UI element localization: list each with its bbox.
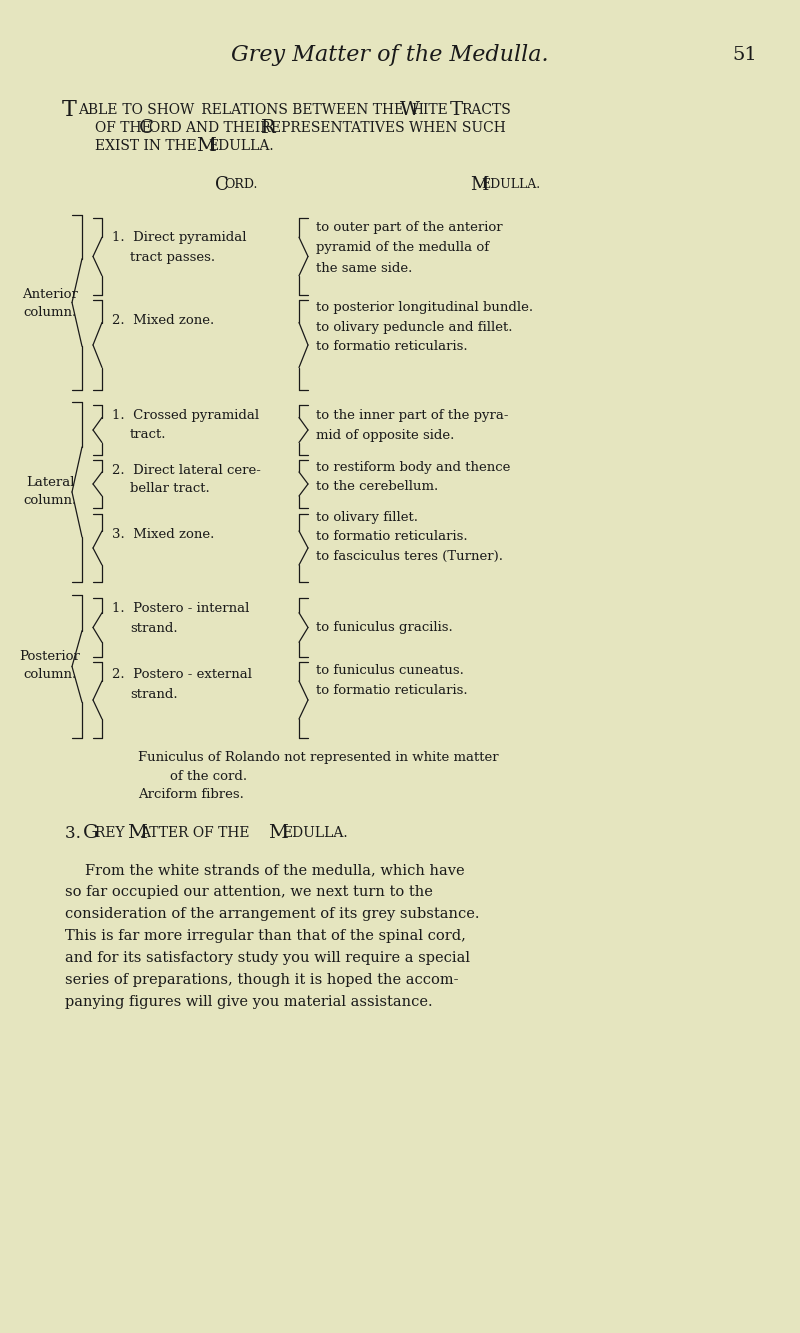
Text: M: M (268, 824, 288, 842)
Text: to posterior longitudinal bundle.: to posterior longitudinal bundle. (316, 301, 533, 315)
Text: Funiculus of Rolando not represented in white matter: Funiculus of Rolando not represented in … (138, 752, 498, 765)
Text: consideration of the arrangement of its grey substance.: consideration of the arrangement of its … (65, 906, 479, 921)
Text: tract passes.: tract passes. (130, 251, 215, 264)
Text: strand.: strand. (130, 621, 178, 635)
Text: column.: column. (23, 669, 77, 681)
Text: column.: column. (23, 495, 77, 508)
Text: column.: column. (23, 307, 77, 320)
Text: 2.  Direct lateral cere-: 2. Direct lateral cere- (112, 464, 261, 476)
Text: C: C (215, 176, 229, 195)
Text: panying figures will give you material assistance.: panying figures will give you material a… (65, 994, 433, 1009)
Text: Anterior: Anterior (22, 288, 78, 301)
Text: Posterior: Posterior (19, 651, 81, 664)
Text: to restiform body and thence: to restiform body and thence (316, 461, 510, 475)
Text: to fasciculus teres (Turner).: to fasciculus teres (Turner). (316, 549, 503, 563)
Text: to funiculus gracilis.: to funiculus gracilis. (316, 620, 453, 633)
Text: EPRESENTATIVES WHEN SUCH: EPRESENTATIVES WHEN SUCH (271, 121, 506, 135)
Text: EDULLA.: EDULLA. (208, 139, 274, 153)
Text: to outer part of the anterior: to outer part of the anterior (316, 221, 502, 235)
Text: G: G (83, 824, 98, 842)
Text: to the cerebellum.: to the cerebellum. (316, 480, 438, 493)
Text: T: T (450, 101, 463, 119)
Text: of the cord.: of the cord. (170, 769, 247, 782)
Text: From the white strands of the medulla, which have: From the white strands of the medulla, w… (85, 862, 465, 877)
Text: the same side.: the same side. (316, 261, 412, 275)
Text: to olivary fillet.: to olivary fillet. (316, 512, 418, 524)
Text: bellar tract.: bellar tract. (130, 483, 210, 496)
Text: REY: REY (95, 826, 129, 840)
Text: M: M (470, 176, 488, 195)
Text: so far occupied our attention, we next turn to the: so far occupied our attention, we next t… (65, 885, 433, 898)
Text: M: M (127, 824, 147, 842)
Text: pyramid of the medulla of: pyramid of the medulla of (316, 241, 489, 255)
Text: to formatio reticularis.: to formatio reticularis. (316, 685, 468, 697)
Text: EXIST IN THE: EXIST IN THE (95, 139, 201, 153)
Text: Grey Matter of the Medulla.: Grey Matter of the Medulla. (231, 44, 549, 67)
Text: RACTS: RACTS (461, 103, 510, 117)
Text: and for its satisfactory study you will require a special: and for its satisfactory study you will … (65, 950, 470, 965)
Text: M: M (196, 137, 216, 155)
Text: to funiculus cuneatus.: to funiculus cuneatus. (316, 664, 464, 677)
Text: strand.: strand. (130, 688, 178, 701)
Text: HITE: HITE (411, 103, 448, 117)
Text: C: C (139, 119, 154, 137)
Text: 2.  Postero - external: 2. Postero - external (112, 669, 252, 681)
Text: series of preparations, though it is hoped the accom-: series of preparations, though it is hop… (65, 973, 458, 986)
Text: to the inner part of the pyra-: to the inner part of the pyra- (316, 408, 509, 421)
Text: TO SHOW: TO SHOW (118, 103, 194, 117)
Text: mid of opposite side.: mid of opposite side. (316, 428, 454, 441)
Text: to formatio reticularis.: to formatio reticularis. (316, 531, 468, 544)
Text: OF THE: OF THE (95, 121, 156, 135)
Text: ATTER OF THE: ATTER OF THE (140, 826, 254, 840)
Text: 1.  Direct pyramidal: 1. Direct pyramidal (112, 232, 246, 244)
Text: RELATIONS BETWEEN THE: RELATIONS BETWEEN THE (197, 103, 409, 117)
Text: EDULLA.: EDULLA. (481, 179, 540, 192)
Text: ORD AND THEIR: ORD AND THEIR (149, 121, 275, 135)
Text: to olivary peduncle and fillet.: to olivary peduncle and fillet. (316, 320, 513, 333)
Text: EDULLA.: EDULLA. (282, 826, 348, 840)
Text: 3.: 3. (65, 825, 86, 841)
Text: 1.  Crossed pyramidal: 1. Crossed pyramidal (112, 408, 259, 421)
Text: ABLE: ABLE (78, 103, 118, 117)
Text: R: R (261, 119, 276, 137)
Text: 1.  Postero - internal: 1. Postero - internal (112, 603, 250, 616)
Text: tract.: tract. (130, 428, 166, 441)
Text: Lateral: Lateral (26, 476, 74, 489)
Text: 2.  Mixed zone.: 2. Mixed zone. (112, 313, 214, 327)
Text: This is far more irregular than that of the spinal cord,: This is far more irregular than that of … (65, 929, 466, 942)
Text: 3.  Mixed zone.: 3. Mixed zone. (112, 528, 214, 541)
Text: ORD.: ORD. (224, 179, 258, 192)
Text: T: T (62, 99, 77, 121)
Text: 51: 51 (733, 47, 758, 64)
Text: W: W (400, 101, 420, 119)
Text: to formatio reticularis.: to formatio reticularis. (316, 340, 468, 352)
Text: Arciform fibres.: Arciform fibres. (138, 788, 244, 801)
